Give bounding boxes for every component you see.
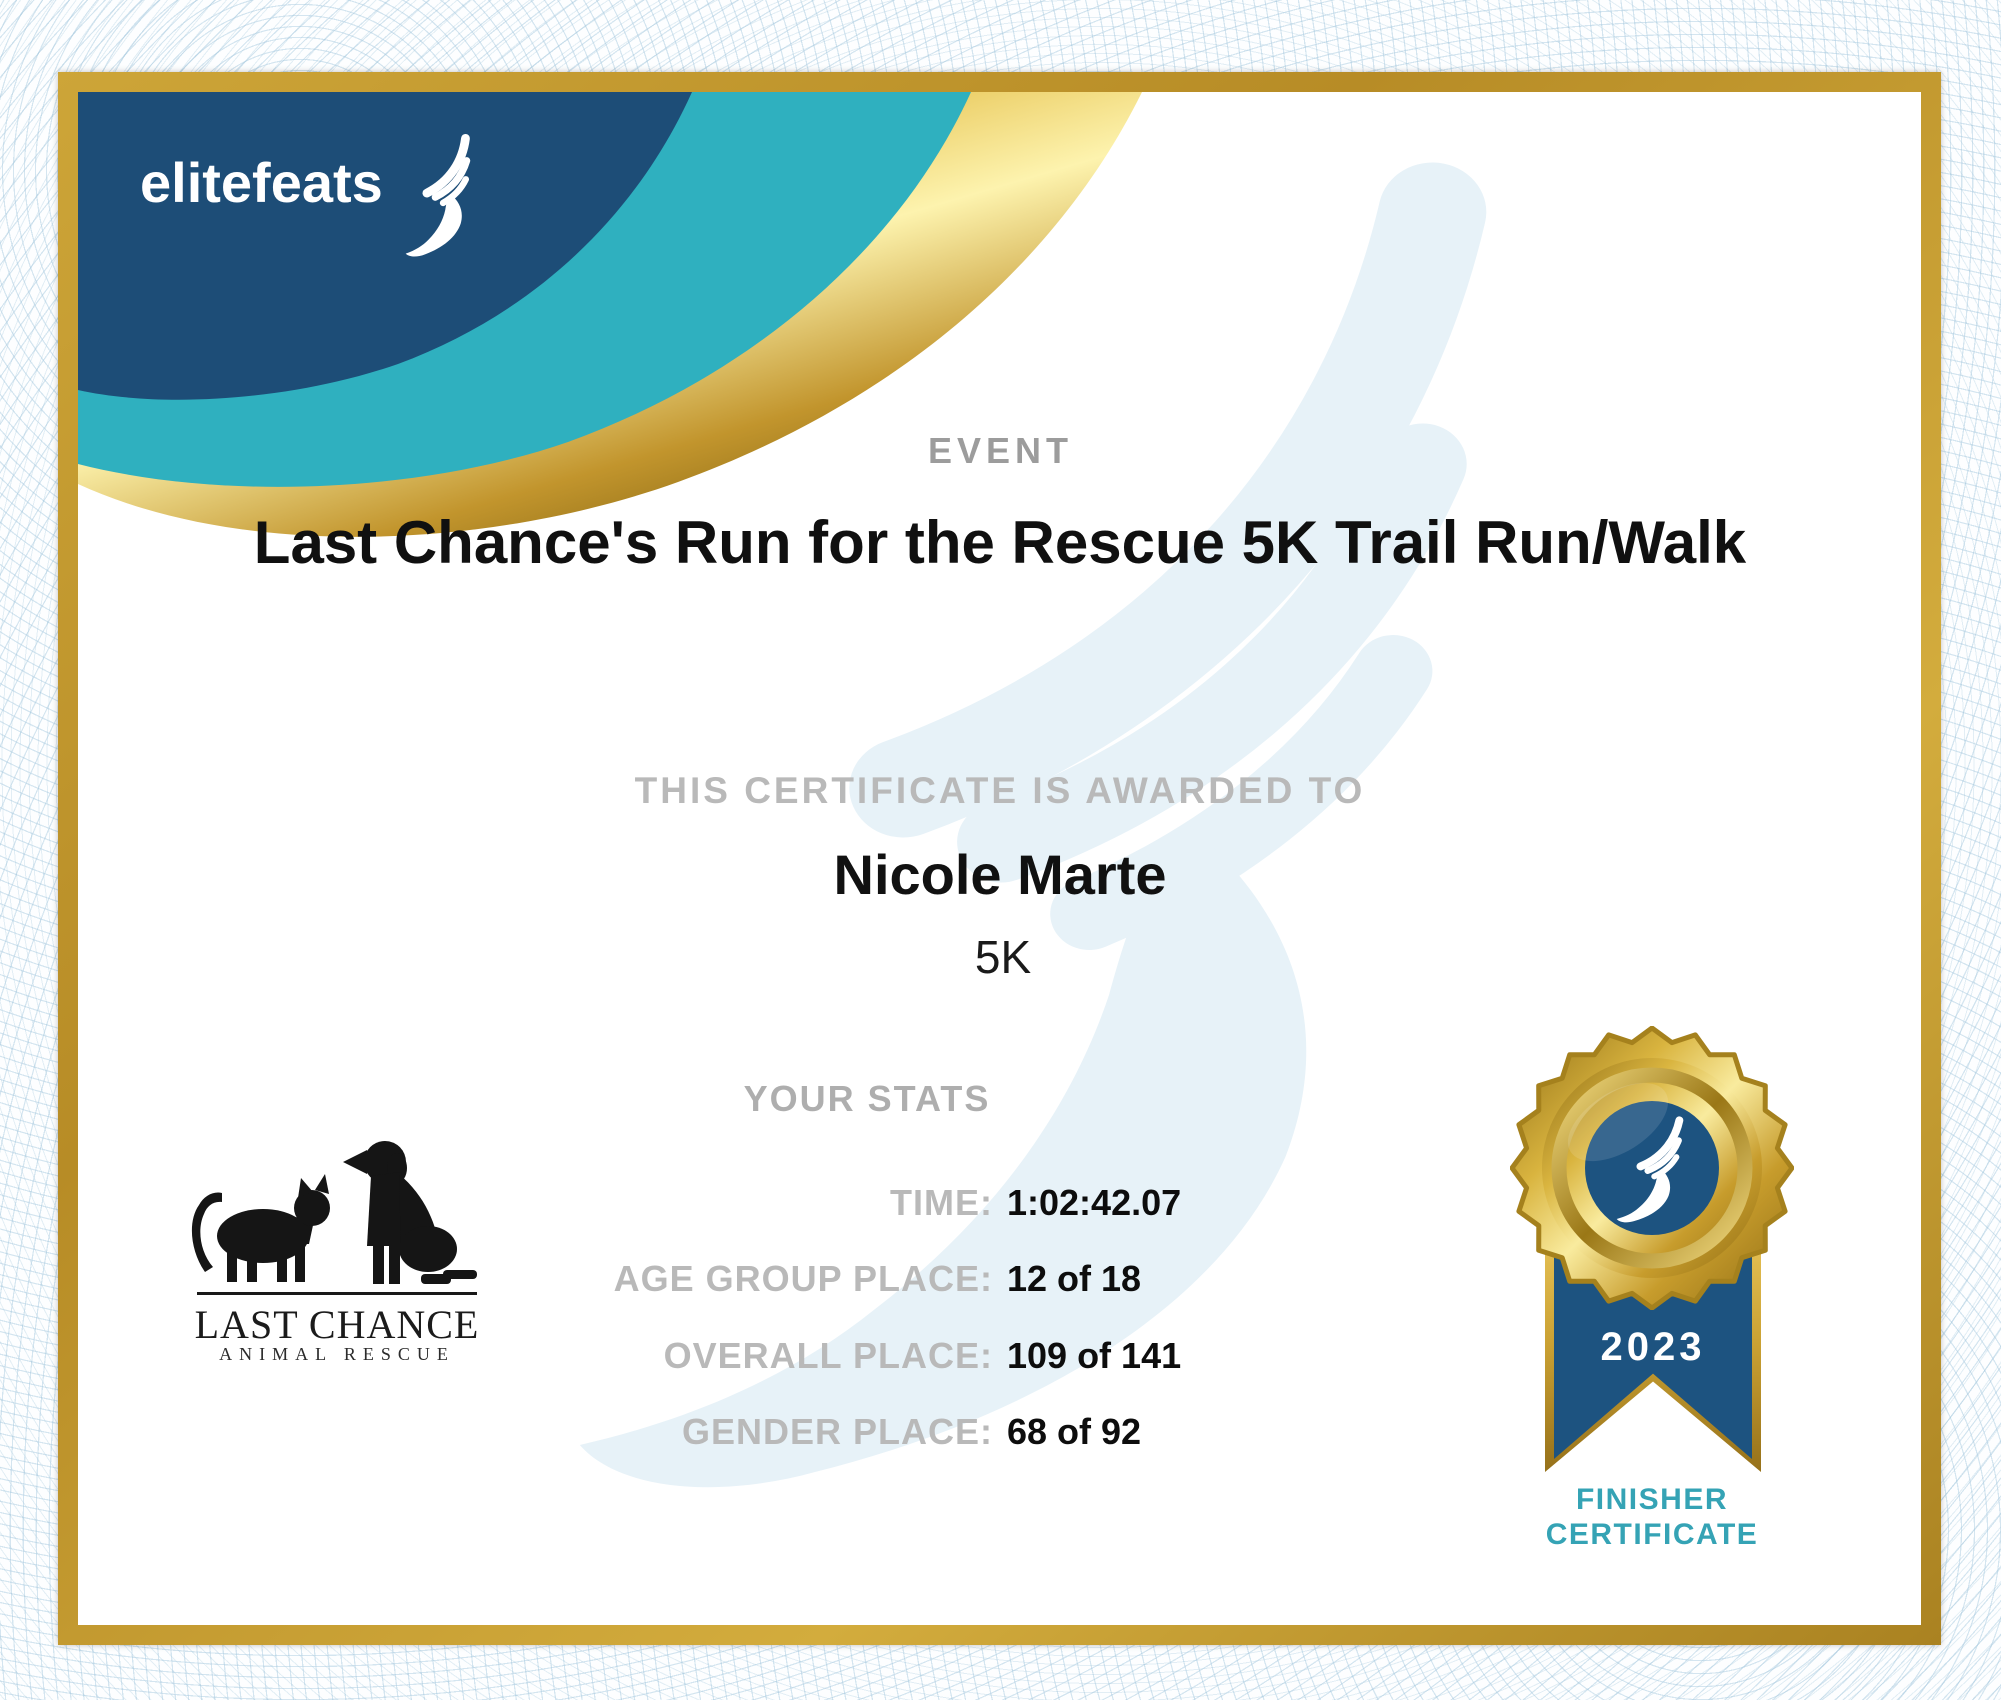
stat-value: 12 of 18 bbox=[1007, 1258, 1142, 1299]
stat-value: 68 of 92 bbox=[1007, 1411, 1142, 1452]
stat-label: GENDER PLACE: bbox=[681, 1411, 993, 1452]
brand-logo-text: elitefeats bbox=[140, 151, 383, 214]
badge-caption: FINISHER CERTIFICATE bbox=[1502, 1482, 1802, 1552]
gold-rosette-medal bbox=[1510, 1026, 1794, 1310]
stat-label: AGE GROUP PLACE: bbox=[613, 1258, 993, 1299]
stat-value: 109 of 141 bbox=[1007, 1335, 1182, 1376]
stat-row-time: TIME: 1:02:42.07 bbox=[363, 1181, 1563, 1225]
stat-value: 1:02:42.07 bbox=[1007, 1182, 1182, 1223]
stat-label: TIME: bbox=[890, 1182, 993, 1223]
stat-row-gender-place: GENDER PLACE: 68 of 92 bbox=[363, 1410, 1563, 1454]
stat-row-age-group-place: AGE GROUP PLACE: 12 of 18 bbox=[363, 1257, 1563, 1301]
header-swoosh bbox=[78, 92, 1142, 537]
navy-swoosh bbox=[78, 92, 692, 400]
badge-caption-line2: CERTIFICATE bbox=[1545, 1518, 1759, 1551]
winged-foot-icon bbox=[393, 133, 487, 260]
badge-year: 2023 bbox=[1600, 1325, 1706, 1369]
stat-label: OVERALL PLACE: bbox=[663, 1335, 993, 1376]
sponsor-name: LAST CHANCE bbox=[194, 1302, 480, 1347]
badge-caption-line1: FINISHER bbox=[1575, 1483, 1728, 1516]
award-intro: THIS CERTIFICATE IS AWARDED TO bbox=[634, 770, 1366, 811]
race-division: 5K bbox=[974, 931, 1032, 983]
cat-and-dog-silhouette-icon bbox=[191, 1141, 477, 1284]
stat-row-overall-place: OVERALL PLACE: 109 of 141 bbox=[363, 1334, 1563, 1378]
event-label: EVENT bbox=[927, 430, 1074, 471]
sponsor-subtitle: ANIMAL RESCUE bbox=[219, 1344, 455, 1364]
stats-heading: YOUR STATS bbox=[743, 1078, 991, 1119]
event-title: Last Chance's Run for the Rescue 5K Trai… bbox=[253, 509, 1747, 576]
recipient-name: Nicole Marte bbox=[833, 843, 1167, 906]
sponsor-divider bbox=[197, 1292, 477, 1295]
